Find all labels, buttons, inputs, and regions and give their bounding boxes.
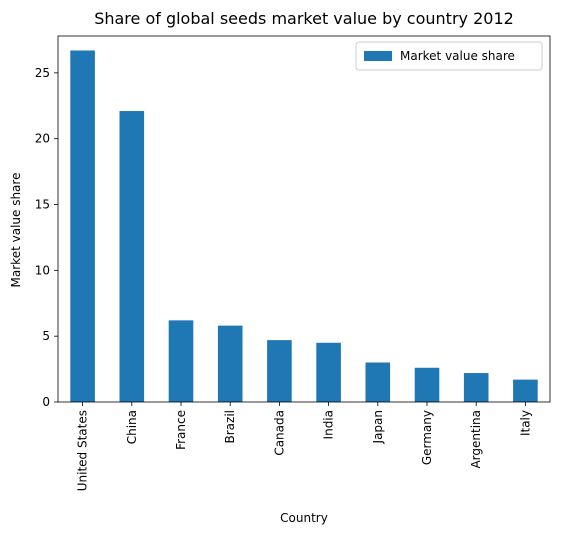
y-tick-label: 0 [42,395,50,409]
y-axis-label: Market value share [9,173,23,288]
x-tick-label: Japan [371,410,385,444]
y-tick-label: 5 [42,329,50,343]
legend-label: Market value share [400,49,515,63]
bar-germany [415,368,440,402]
legend-swatch [364,51,392,61]
bar-india [316,343,341,402]
bar-france [169,320,194,402]
x-tick-label: Argentina [469,410,483,469]
y-tick-label: 10 [35,263,50,277]
bar-china [120,111,145,402]
bar-united-states [70,50,95,402]
y-tick-label: 25 [35,66,50,80]
y-tick-label: 20 [35,132,50,146]
x-tick-label: China [125,410,139,444]
x-tick-label: Germany [420,410,434,465]
x-tick-label: India [322,410,336,439]
bar-argentina [464,373,489,402]
bar-japan [366,363,391,403]
x-tick-label: United States [76,410,90,491]
x-tick-label: Brazil [223,410,237,444]
x-tick-label: Italy [518,410,532,436]
x-tick-label: Canada [272,410,286,456]
x-tick-label: France [174,410,188,450]
chart-title: Share of global seeds market value by co… [94,9,514,28]
y-tick-label: 15 [35,198,50,212]
x-axis-label: Country [280,511,328,525]
plot-area: 0 5 10 15 20 25 United States China France Brazil… [35,36,550,491]
bar-brazil [218,326,243,402]
bar-canada [267,340,292,402]
bar-italy [513,380,538,402]
